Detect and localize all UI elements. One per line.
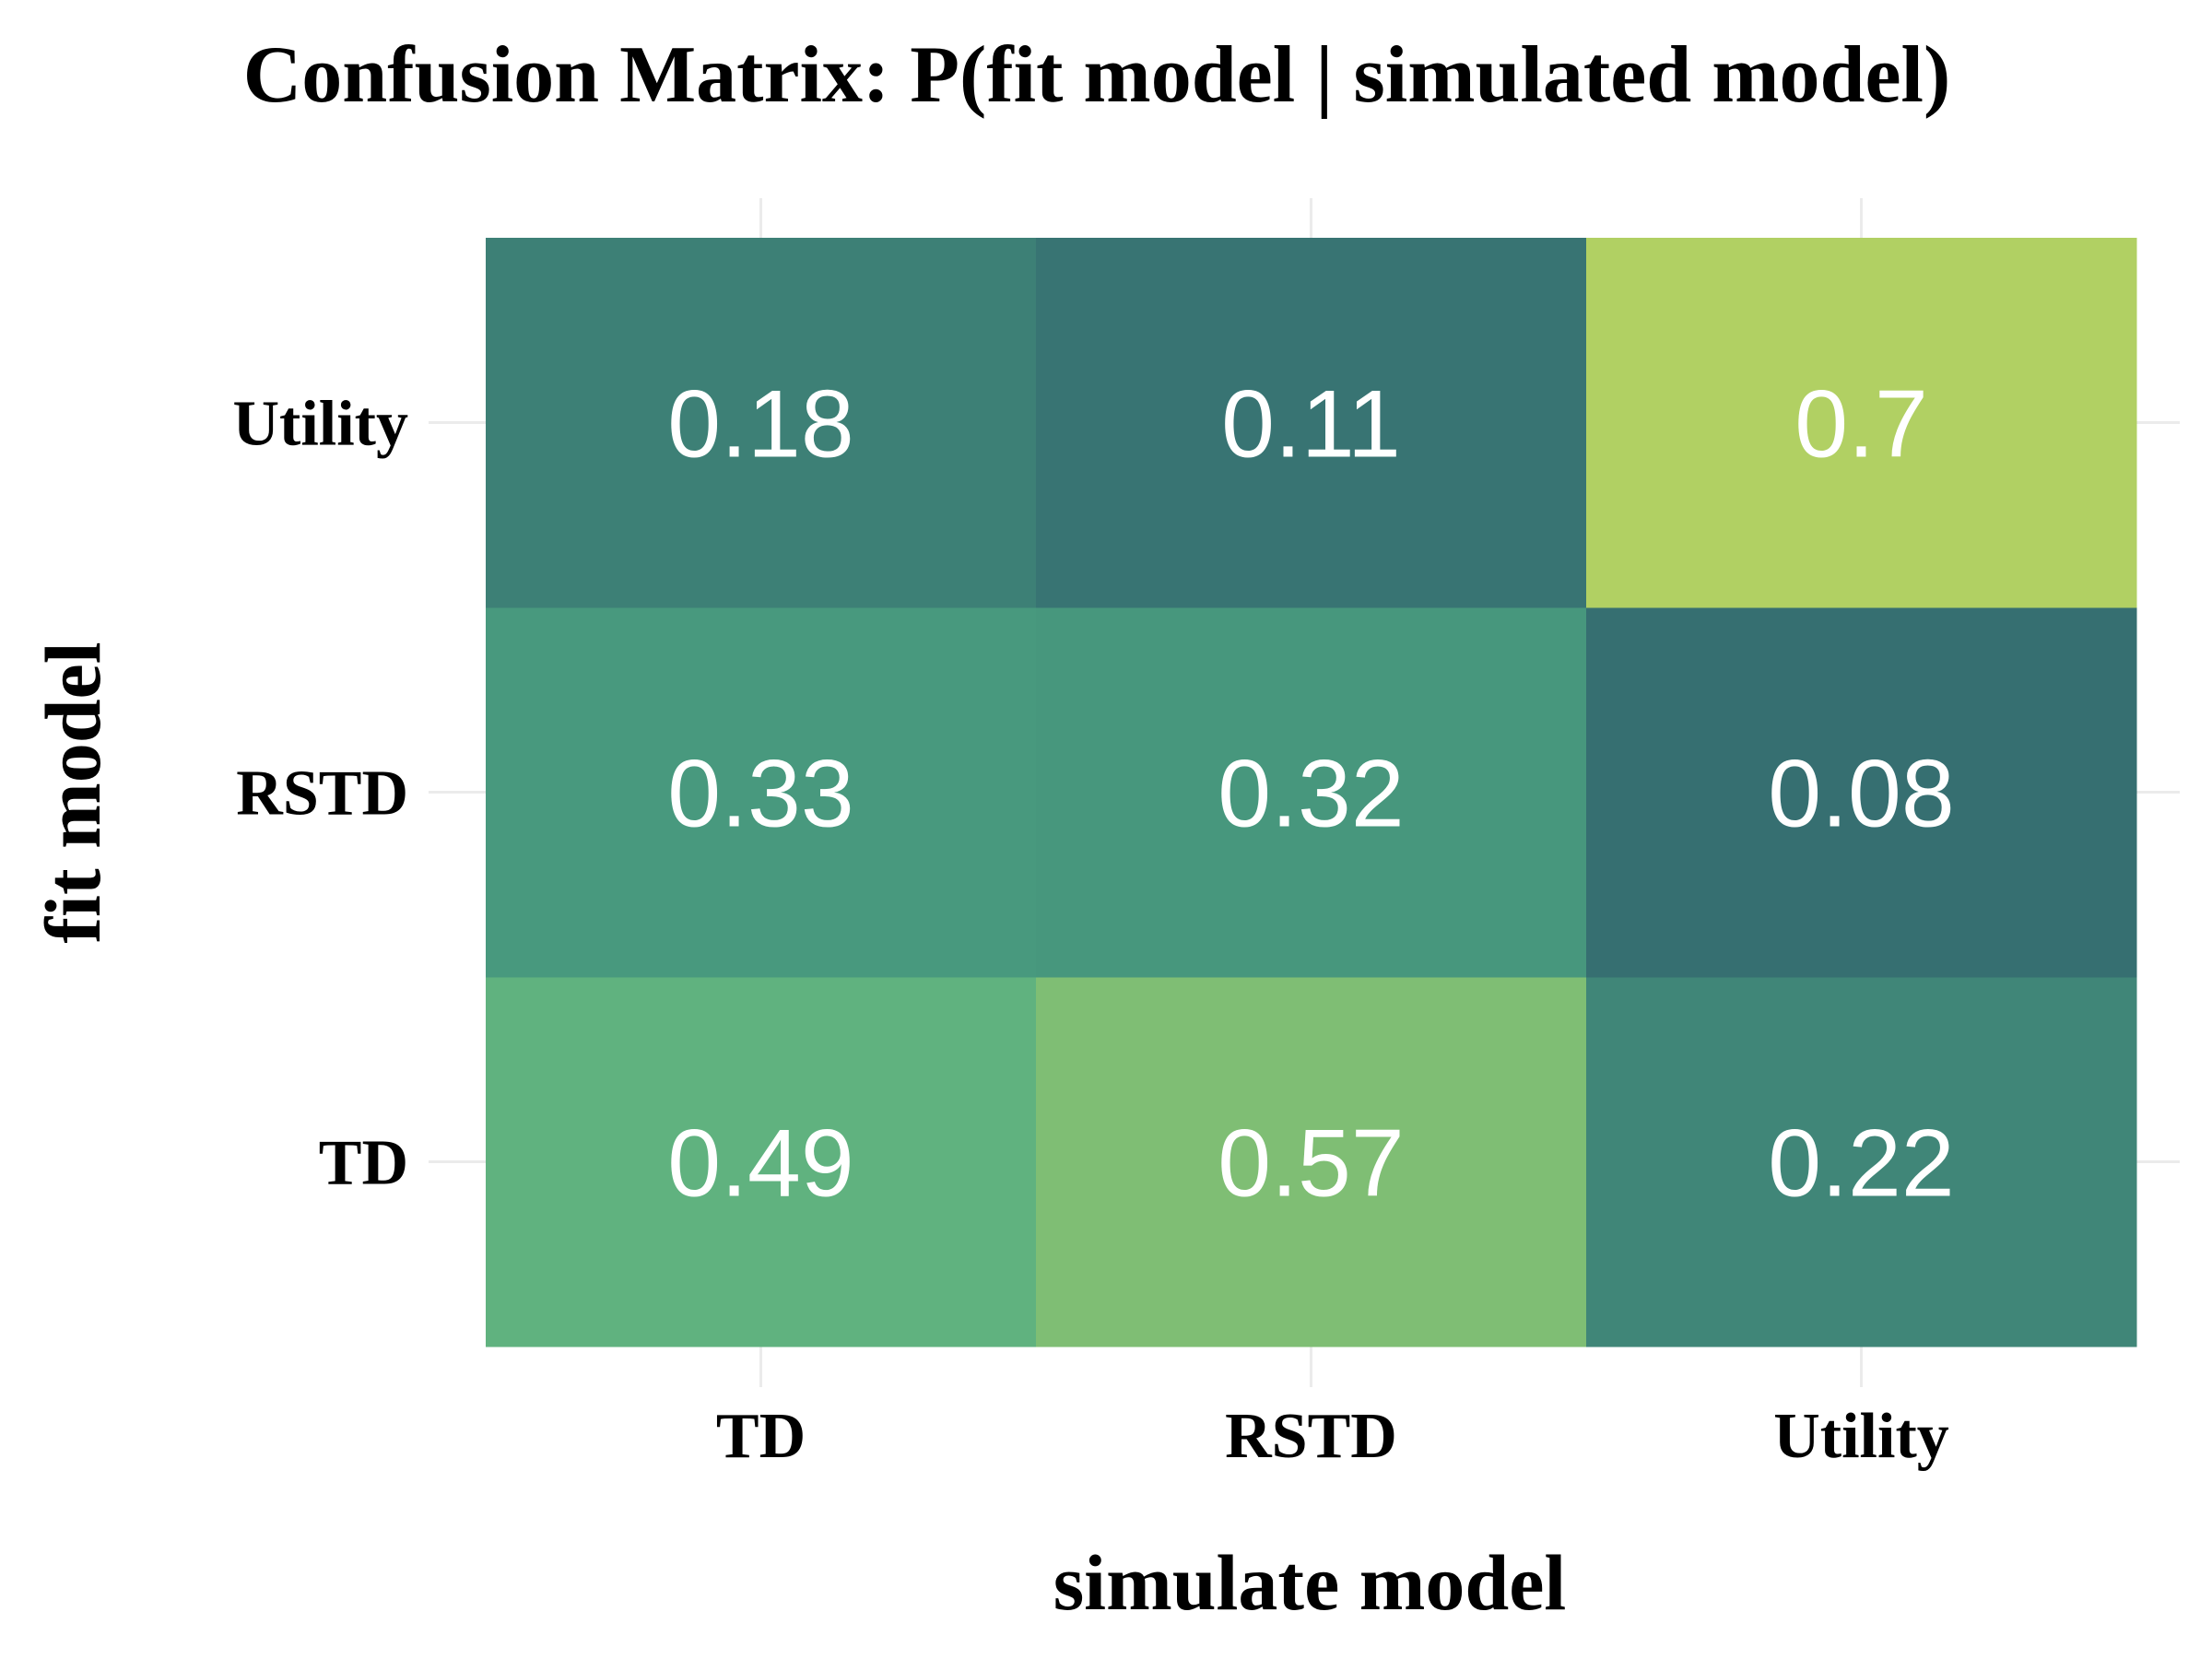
x-tick-label: Utility — [1773, 1401, 1949, 1472]
y-axis-title: fit model — [29, 641, 117, 943]
x-tick-labels: TD RSTD Utility — [716, 1401, 1949, 1472]
heatmap-cell — [1036, 607, 1587, 978]
cell-value-label: 0.49 — [667, 1111, 853, 1218]
heatmap-cell — [1036, 238, 1587, 608]
heatmap-cell — [1036, 977, 1587, 1347]
heatmap-cell — [486, 977, 1037, 1347]
cell-value-label: 0.7 — [1794, 371, 1928, 478]
cell-label-layer: 0.49 0.57 0.22 0.33 0.32 0.08 0.18 0.11 0.7 — [667, 371, 1954, 1218]
cell-value-label: 0.33 — [667, 741, 853, 848]
y-tick-labels: TD RSTD Utility — [232, 389, 408, 1199]
cell-value-label: 0.32 — [1218, 741, 1404, 848]
cell-value-label: 0.22 — [1768, 1111, 1954, 1218]
y-tick-label: Utility — [232, 389, 408, 460]
x-tick-label: TD — [716, 1401, 806, 1472]
cell-layer — [486, 238, 2137, 1347]
heatmap-cell — [1586, 238, 2137, 608]
heatmap-cell — [486, 607, 1037, 978]
heatmap-cell — [1586, 607, 2137, 978]
y-tick-label: RSTD — [236, 759, 408, 830]
x-axis-title: simulate model — [1053, 1538, 1567, 1627]
heatmap-cell — [1586, 977, 2137, 1347]
y-tick-label: TD — [319, 1128, 408, 1199]
cell-value-label: 0.57 — [1218, 1111, 1404, 1218]
chart-title: Confusion Matrix: P(fit model | simulate… — [243, 30, 1951, 120]
x-tick-label: RSTD — [1225, 1401, 1397, 1472]
cell-value-label: 0.11 — [1221, 371, 1401, 478]
heatmap-cell — [486, 238, 1037, 608]
cell-value-label: 0.18 — [667, 371, 853, 478]
cell-value-label: 0.08 — [1768, 741, 1954, 848]
